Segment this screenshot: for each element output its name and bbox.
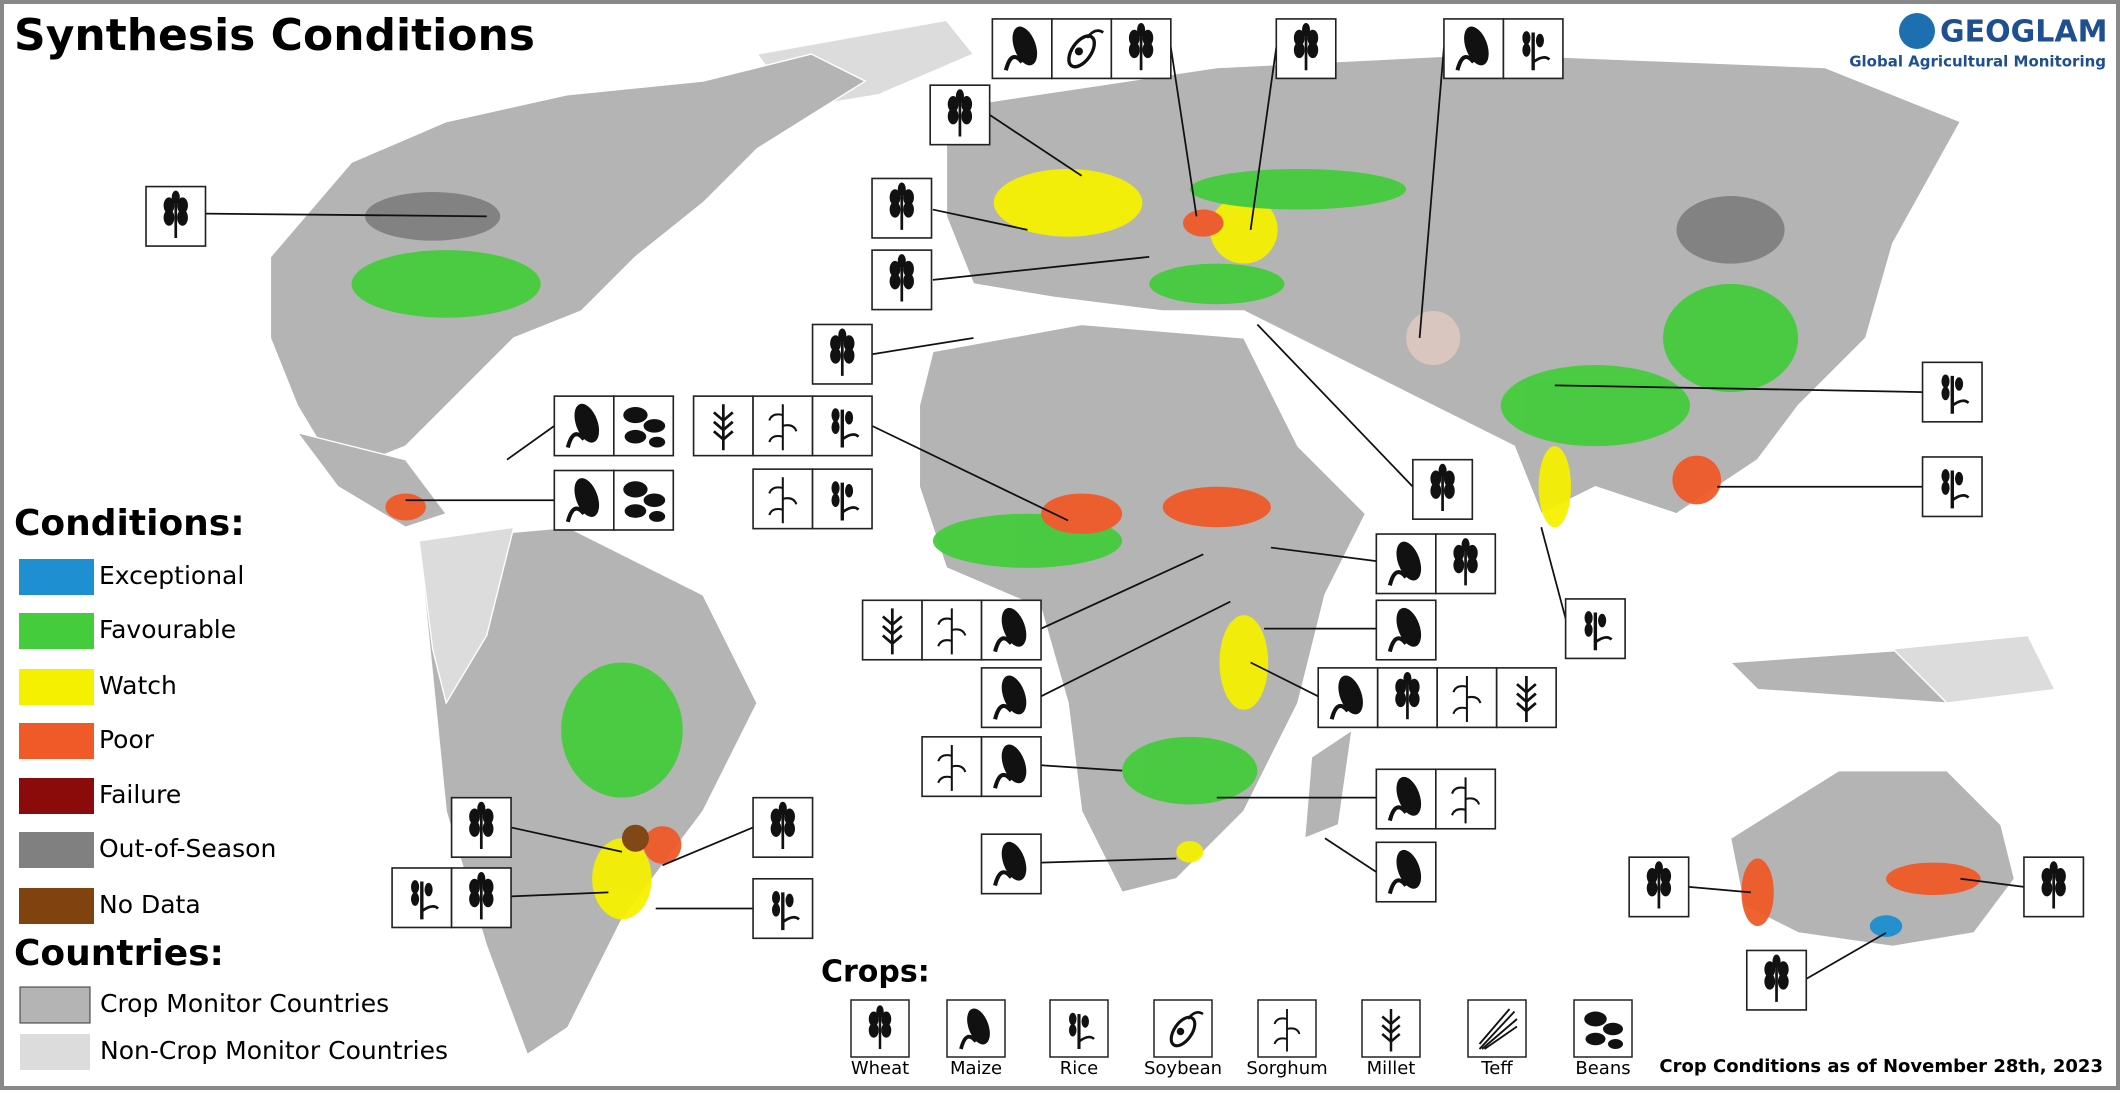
condition-label: Poor (99, 725, 155, 754)
country-swatch (19, 986, 91, 1024)
crop-label: Beans (1575, 1058, 1630, 1079)
condition-label: Exceptional (99, 561, 244, 590)
condition-swatch (19, 723, 94, 759)
crops-title: Crops: (821, 955, 930, 990)
conditions-title: Conditions: (14, 503, 245, 544)
logo-tagline: Global Agricultural Monitoring (1849, 53, 2106, 71)
crop-label: Soybean (1144, 1058, 1222, 1079)
country-swatch (20, 1034, 90, 1070)
condition-swatch (19, 888, 94, 924)
world-map (145, 18, 2085, 1056)
conditions-legend: Exceptional Favourable Watch Poor Failure Out… (19, 559, 276, 924)
crop-icon-box (1573, 999, 1633, 1058)
crop-label: Millet (1367, 1058, 1416, 1079)
logo-name: GEOGLAM (1940, 15, 2107, 50)
crops-legend: Wheat Maize Rice Soybean Sorghum Millet Teff Be… (850, 999, 1633, 1079)
map-title: Synthesis Conditions (14, 10, 535, 61)
crop-label: Maize (950, 1058, 1002, 1079)
crop-label: Wheat (851, 1058, 909, 1079)
countries-title: Countries: (14, 933, 224, 974)
condition-label: Watch (99, 671, 177, 700)
condition-swatch (19, 832, 94, 868)
crop-label: Teff (1480, 1058, 1513, 1079)
countries-legend: Crop Monitor Countries Non-Crop Monitor C… (19, 986, 448, 1070)
condition-label: Out-of-Season (99, 834, 276, 863)
crop-icon-box (1153, 999, 1213, 1058)
date-note: Crop Conditions as of November 28th, 202… (1659, 1056, 2103, 1077)
crop-label: Sorghum (1246, 1058, 1327, 1079)
country-label: Crop Monitor Countries (100, 989, 389, 1018)
logo-globe (1899, 13, 1935, 49)
condition-label: No Data (99, 890, 201, 919)
logo: GEOGLAM Global Agricultural Monitoring (1849, 13, 2107, 71)
condition-label: Failure (99, 780, 181, 809)
condition-swatch (19, 669, 94, 705)
crop-icon-box (1467, 999, 1527, 1058)
country-label: Non-Crop Monitor Countries (100, 1036, 448, 1065)
condition-swatch (19, 778, 94, 814)
crop-label: Rice (1060, 1058, 1098, 1079)
condition-swatch (19, 559, 94, 595)
condition-label: Favourable (99, 615, 236, 644)
condition-swatch (19, 613, 94, 649)
